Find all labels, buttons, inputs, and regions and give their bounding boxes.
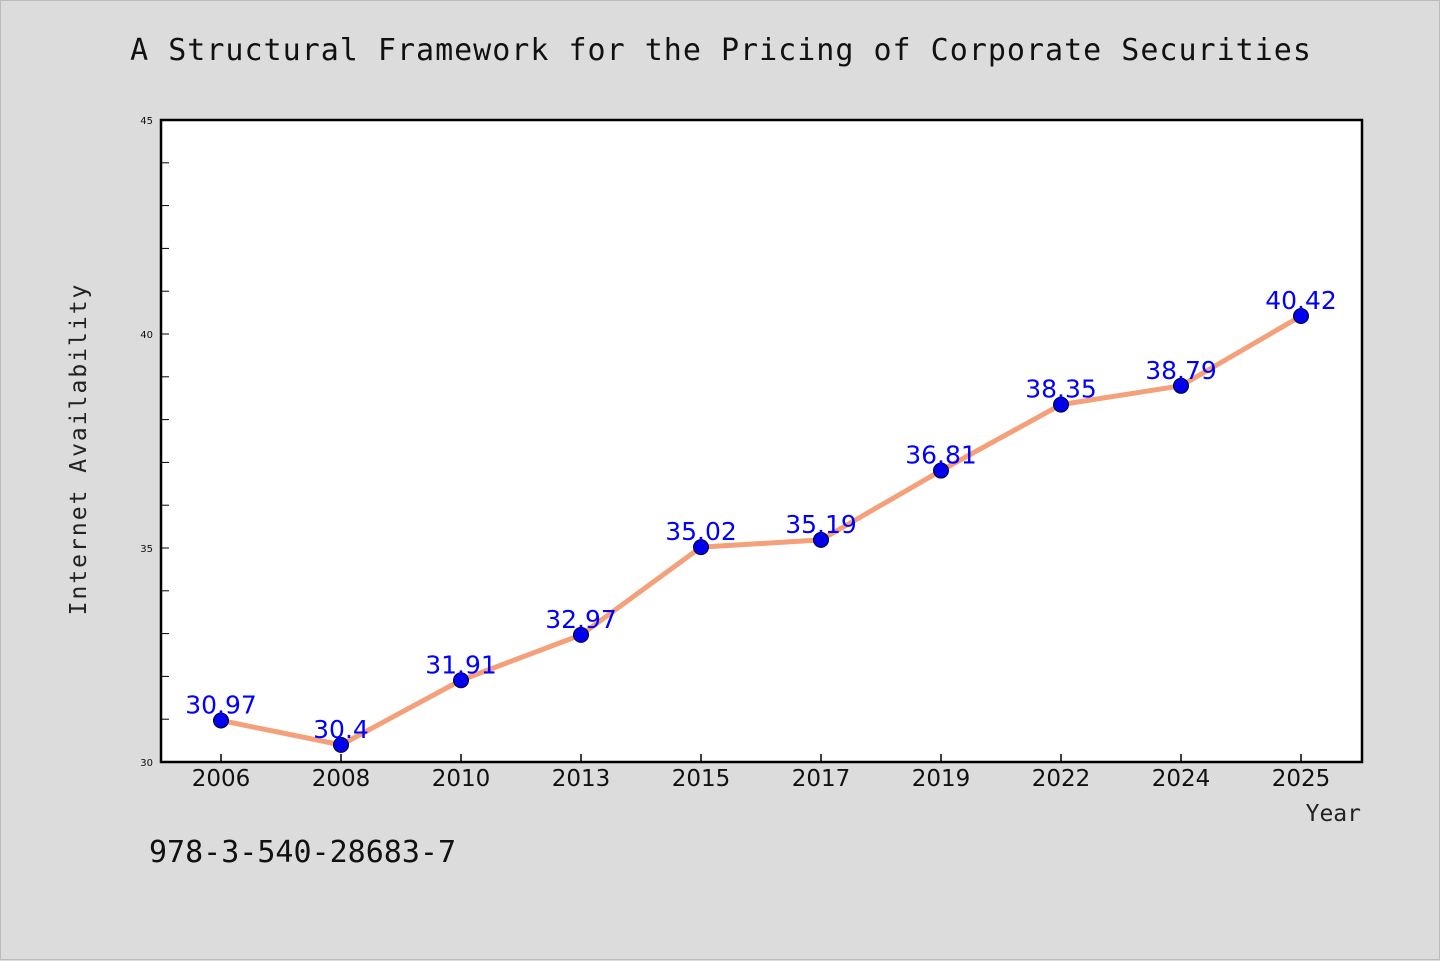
- x-tick-label: 2019: [912, 766, 971, 792]
- chart-title: A Structural Framework for the Pricing o…: [130, 33, 1312, 68]
- data-label: 30.97: [185, 690, 257, 719]
- data-label: 30.4: [313, 715, 369, 744]
- data-point: [453, 672, 469, 689]
- data-label: 40.42: [1265, 286, 1337, 315]
- data-point: [693, 539, 709, 556]
- data-label: 35.19: [785, 510, 857, 539]
- x-tick-label: 2010: [432, 766, 491, 792]
- data-point: [1053, 396, 1069, 413]
- x-tick-label: 2022: [1032, 766, 1091, 792]
- x-axis-ticks: 2006 2008 2010 2013 2015 2017 2019 2022 2024 2025: [192, 754, 1331, 792]
- y-tick-label: 35: [140, 544, 153, 555]
- x-axis-label: Year: [1306, 801, 1361, 827]
- data-point: [333, 736, 349, 753]
- x-tick-label: 2025: [1272, 766, 1331, 792]
- data-label: 38.35: [1025, 375, 1097, 404]
- x-tick-label: 2024: [1152, 766, 1211, 792]
- y-tick-label: 45: [140, 116, 153, 127]
- data-point: [573, 626, 589, 643]
- data-point: [933, 462, 949, 479]
- x-tick-label: 2017: [792, 766, 851, 792]
- plot-area: [159, 118, 1364, 764]
- y-minor-ticks: [161, 119, 169, 763]
- y-axis-ticks: 30 35 40 45: [140, 116, 153, 769]
- x-tick-label: 2006: [192, 766, 251, 792]
- y-tick-label: 30: [140, 758, 153, 769]
- x-tick-label: 2013: [552, 766, 611, 792]
- isbn-footer: 978-3-540-28683-7: [149, 835, 457, 870]
- data-point: [1293, 308, 1309, 325]
- data-label: 32.97: [545, 605, 617, 634]
- data-label: 36.81: [905, 441, 977, 470]
- series-layer: 30.97 30.4 31.91 32.97 35.02 35.19 36.81 38.35 3…: [185, 286, 1337, 753]
- x-tick-label: 2008: [312, 766, 371, 792]
- data-point: [213, 712, 229, 729]
- series-line: [218, 313, 1304, 748]
- x-tick-label: 2015: [672, 766, 731, 792]
- y-axis-label: Internet Availability: [66, 283, 92, 616]
- data-point: [813, 531, 829, 548]
- data-label: 35.02: [665, 517, 737, 546]
- data-label: 38.79: [1145, 356, 1217, 385]
- data-label: 31.91: [425, 650, 497, 679]
- data-point: [1173, 377, 1189, 394]
- y-tick-label: 40: [140, 330, 153, 341]
